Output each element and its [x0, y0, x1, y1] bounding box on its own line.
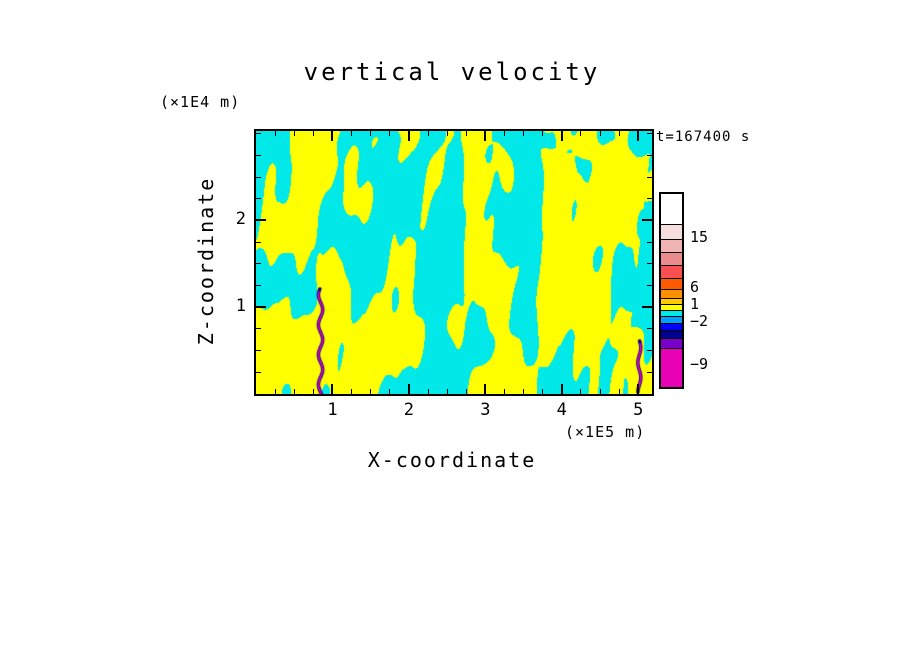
z-tick-label: 2: [235, 209, 246, 230]
x-axis-title: X-coordinate: [367, 448, 537, 472]
colorbar-segment: [661, 338, 682, 348]
colorbar: [659, 192, 684, 389]
colorbar-segment: [661, 265, 682, 278]
colorbar-segment: [661, 323, 682, 330]
x-axis-unit-label: (×1E5 m): [565, 423, 646, 441]
colorbar-segment: [661, 316, 682, 323]
chart-title: vertical velocity: [303, 58, 601, 86]
x-tick-label: 3: [480, 400, 491, 420]
z-axis-unit-label: (×1E4 m): [160, 93, 241, 111]
colorbar-segment: [661, 289, 682, 298]
plot-area: [254, 129, 654, 396]
colorbar-segment: [661, 224, 682, 239]
x-tick-label: 2: [403, 400, 415, 420]
colorbar-tick-label: −2: [690, 312, 709, 330]
colorbar-segment: [661, 239, 682, 252]
colorbar-segment: [661, 310, 682, 316]
timestamp-label: t=167400 s: [656, 129, 751, 145]
z-axis-title: Z-coordinate: [194, 176, 218, 346]
x-tick-label: 1: [327, 400, 338, 420]
colorbar-tick-label: −9: [690, 355, 709, 373]
colorbar-tick-label: 1: [690, 295, 700, 313]
colorbar-segment: [661, 330, 682, 338]
x-tick-label: 4: [556, 400, 567, 420]
colorbar-segment: [661, 278, 682, 289]
colorbar-tick-label: 6: [690, 278, 700, 296]
x-tick-label: 5: [633, 400, 644, 420]
colorbar-segment: [661, 252, 682, 265]
colorbar-segment: [661, 194, 682, 224]
z-tick-label: 1: [235, 296, 246, 317]
colorbar-tick-label: 15: [690, 228, 709, 246]
colorbar-segment: [661, 298, 682, 304]
colorbar-segment: [661, 348, 682, 387]
heatmap-canvas: [256, 131, 652, 394]
colorbar-segment: [661, 304, 682, 310]
